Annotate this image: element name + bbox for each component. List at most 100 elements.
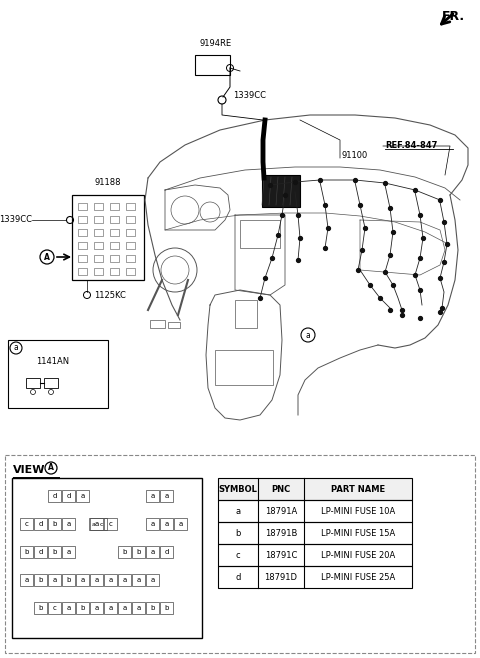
Text: A: A <box>44 253 50 261</box>
Text: c: c <box>99 522 103 526</box>
Bar <box>34 574 47 586</box>
Bar <box>5 455 475 653</box>
Bar <box>44 378 58 388</box>
Bar <box>126 268 135 275</box>
Bar <box>104 518 117 530</box>
Bar <box>76 490 89 502</box>
Bar <box>160 602 173 614</box>
Text: a: a <box>136 577 141 583</box>
Bar <box>20 518 33 530</box>
Bar <box>110 255 119 262</box>
Bar <box>240 220 280 248</box>
Bar <box>146 546 159 558</box>
Bar <box>126 216 135 223</box>
Text: d: d <box>52 493 57 499</box>
Bar <box>34 518 47 530</box>
Bar <box>218 566 412 588</box>
Text: LP-MINI FUSE 20A: LP-MINI FUSE 20A <box>321 551 395 559</box>
Text: a: a <box>108 577 113 583</box>
Text: b: b <box>38 577 43 583</box>
Bar <box>110 229 119 236</box>
Bar <box>78 216 87 223</box>
Text: a: a <box>66 549 71 555</box>
Bar <box>90 574 103 586</box>
Text: b: b <box>52 521 57 527</box>
Text: 1339CC: 1339CC <box>233 91 266 99</box>
Text: a: a <box>179 521 182 527</box>
Bar <box>72 195 144 280</box>
Text: a: a <box>235 507 240 515</box>
Bar <box>78 203 87 210</box>
Bar <box>76 602 89 614</box>
Text: LP-MINI FUSE 15A: LP-MINI FUSE 15A <box>321 528 395 538</box>
Bar <box>126 229 135 236</box>
Bar <box>262 175 300 207</box>
Text: b: b <box>80 605 84 611</box>
Bar <box>89 518 107 530</box>
Bar <box>48 602 61 614</box>
Bar <box>78 229 87 236</box>
Text: a: a <box>80 577 84 583</box>
Text: c: c <box>53 605 57 611</box>
Text: c: c <box>24 521 28 527</box>
Text: a: a <box>150 577 155 583</box>
Bar <box>12 478 202 638</box>
Bar <box>104 574 117 586</box>
Bar <box>62 574 75 586</box>
Text: 18791B: 18791B <box>265 528 297 538</box>
Bar <box>94 242 103 249</box>
Text: VIEW: VIEW <box>13 465 46 475</box>
Text: a: a <box>122 577 127 583</box>
Bar <box>146 574 159 586</box>
Bar <box>20 546 33 558</box>
Bar <box>118 602 131 614</box>
Bar <box>110 242 119 249</box>
Text: 91188: 91188 <box>95 178 121 187</box>
Bar <box>160 546 173 558</box>
Bar <box>62 518 75 530</box>
Text: a: a <box>24 577 29 583</box>
Bar <box>62 546 75 558</box>
Bar <box>218 478 412 500</box>
Text: 1339CC: 1339CC <box>0 216 32 224</box>
Text: A: A <box>48 463 54 472</box>
Bar <box>195 55 230 75</box>
Text: b: b <box>136 549 141 555</box>
Bar <box>78 255 87 262</box>
Bar <box>132 546 145 558</box>
Text: a: a <box>52 577 57 583</box>
Bar <box>160 490 173 502</box>
Bar <box>62 602 75 614</box>
Bar <box>132 574 145 586</box>
Bar <box>48 546 61 558</box>
Bar <box>146 518 159 530</box>
Text: d: d <box>38 549 43 555</box>
Text: 18791A: 18791A <box>265 507 297 515</box>
Bar <box>218 522 412 544</box>
Text: a: a <box>91 522 95 526</box>
Bar <box>20 574 33 586</box>
Text: b: b <box>164 605 168 611</box>
Text: b: b <box>235 528 240 538</box>
Bar <box>34 602 47 614</box>
Bar <box>160 518 173 530</box>
Text: a: a <box>13 343 18 353</box>
Text: b: b <box>150 605 155 611</box>
Bar <box>110 216 119 223</box>
Text: LP-MINI FUSE 10A: LP-MINI FUSE 10A <box>321 507 395 515</box>
Text: a: a <box>150 549 155 555</box>
Text: a: a <box>95 521 98 527</box>
Text: REF.84-847: REF.84-847 <box>385 141 437 149</box>
Bar <box>48 490 61 502</box>
Text: a: a <box>95 605 98 611</box>
Bar <box>48 518 61 530</box>
Bar <box>94 229 103 236</box>
Text: b: b <box>66 577 71 583</box>
Text: a: a <box>95 577 98 583</box>
Text: 18791C: 18791C <box>265 551 297 559</box>
Text: a: a <box>108 605 113 611</box>
Bar <box>110 203 119 210</box>
Text: b: b <box>38 605 43 611</box>
Text: a: a <box>66 605 71 611</box>
Bar <box>94 203 103 210</box>
